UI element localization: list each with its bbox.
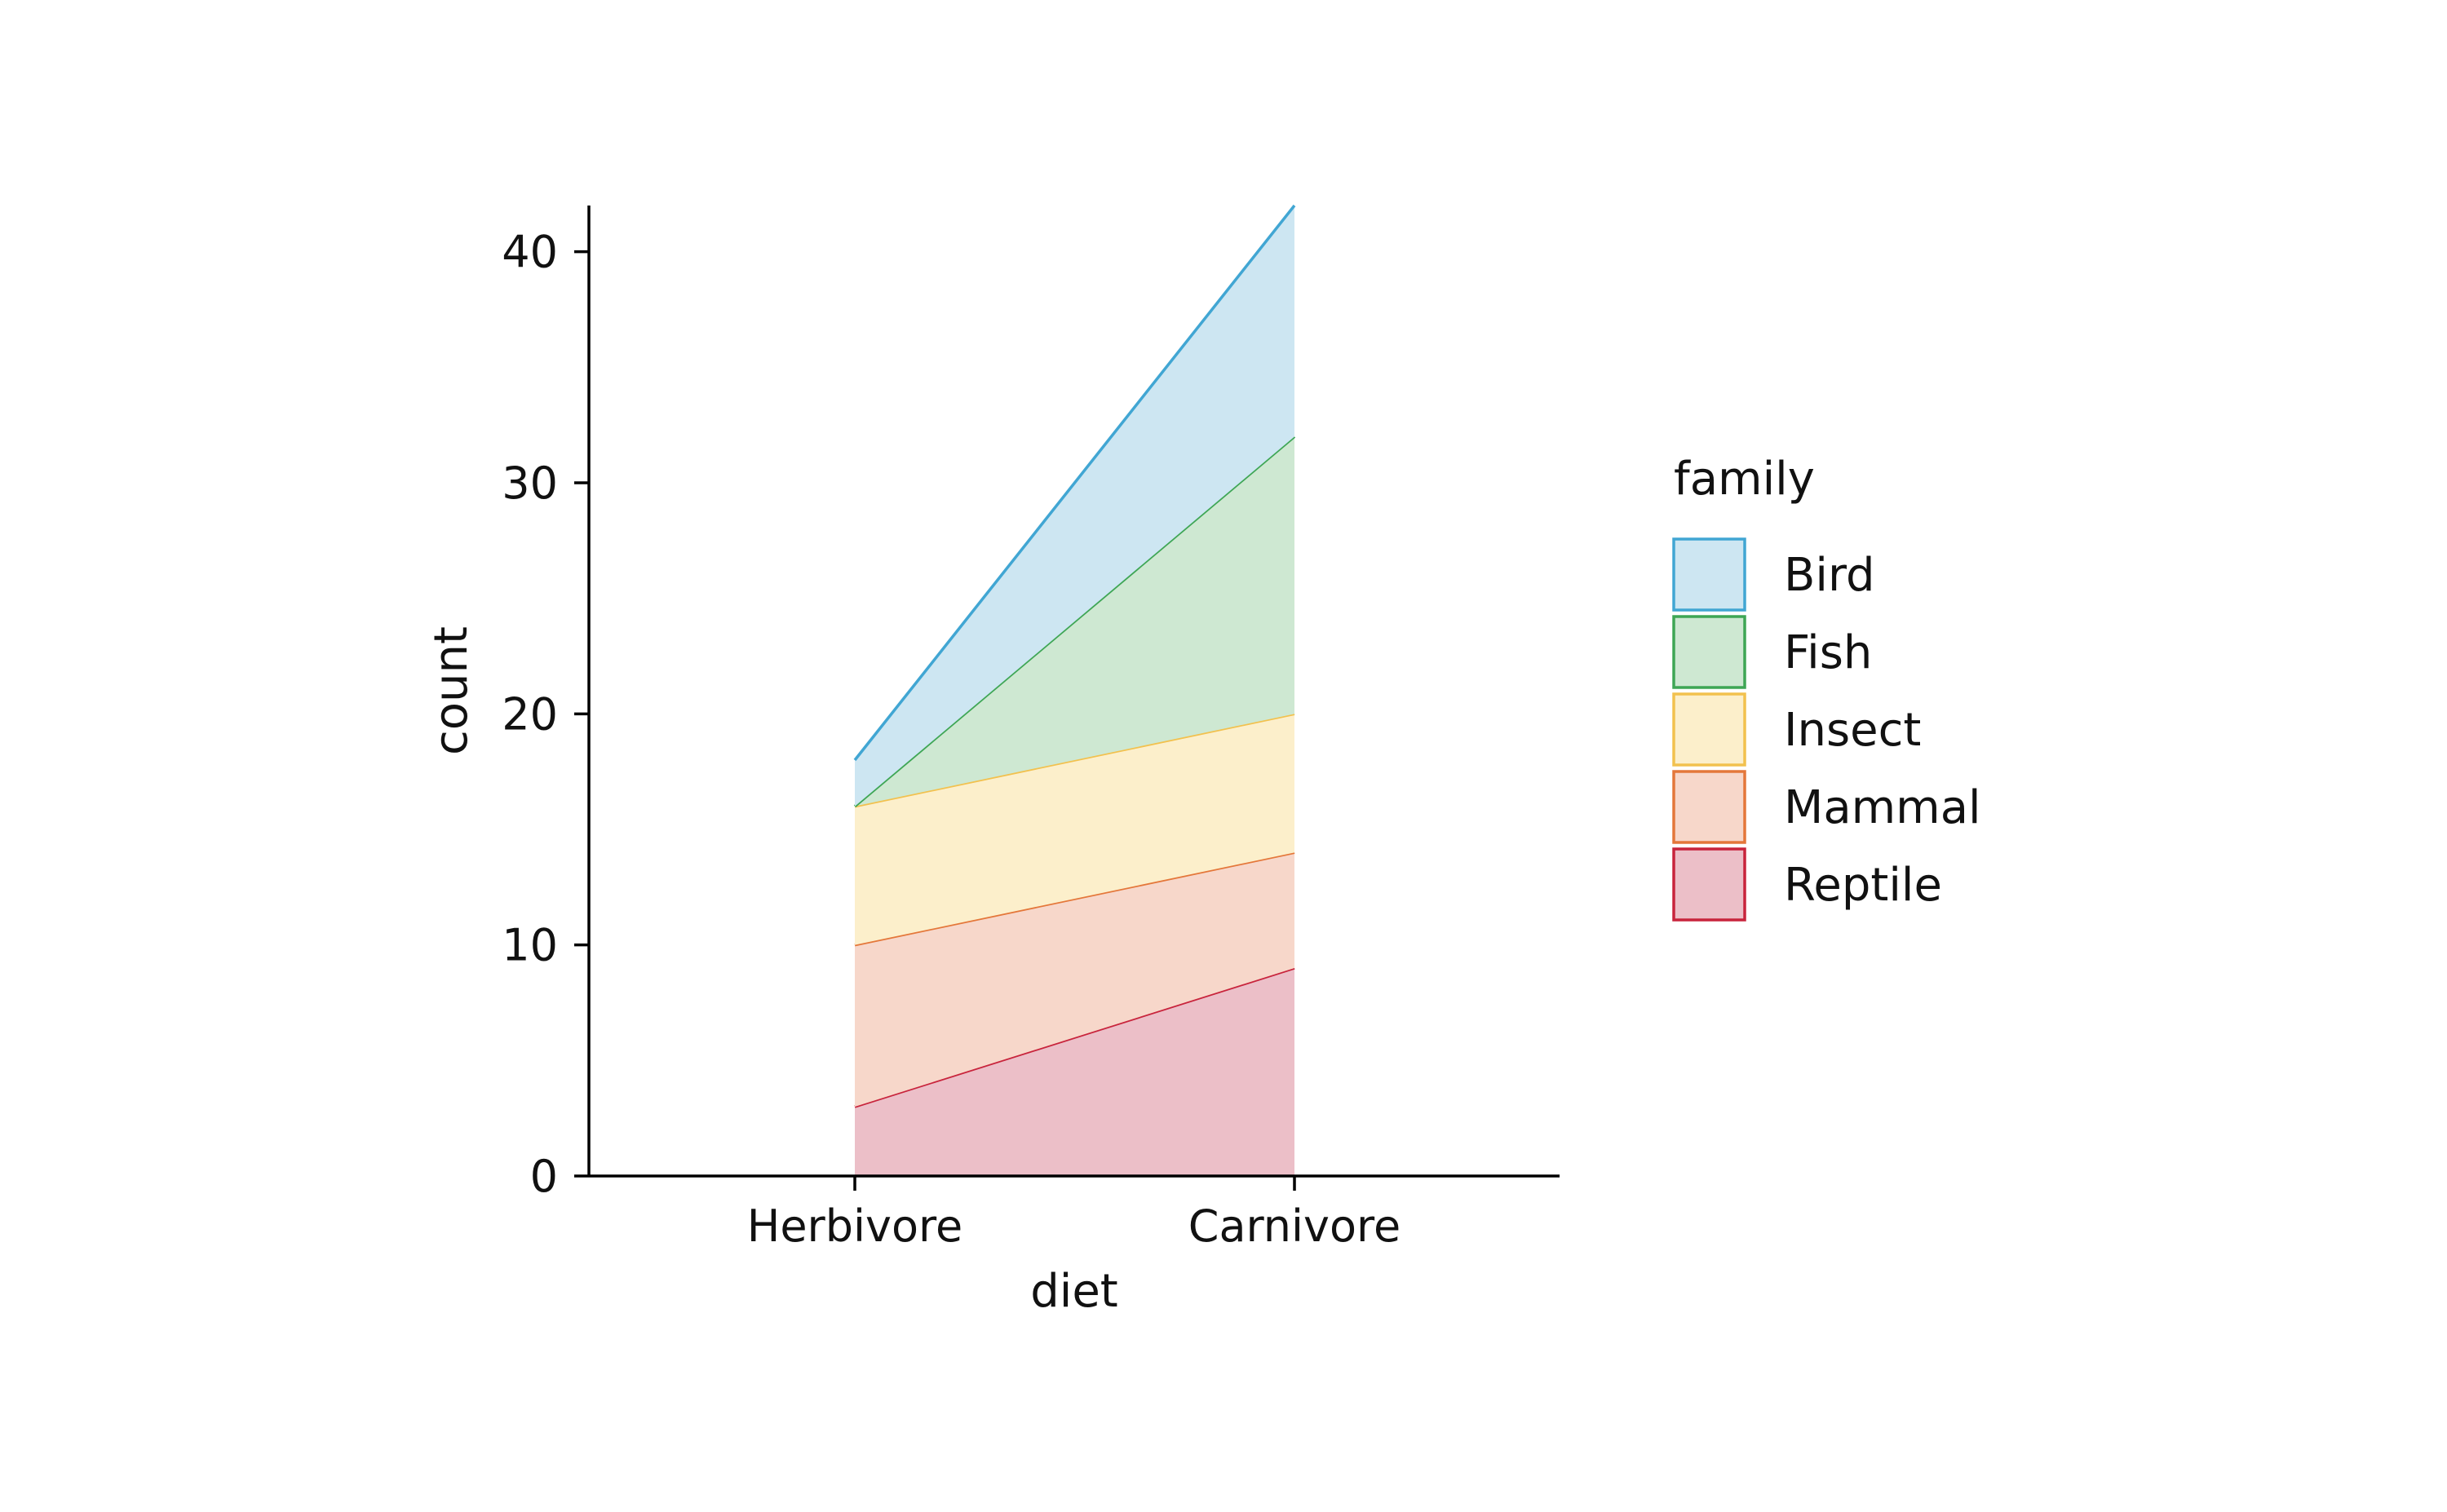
legend-swatch-bird bbox=[1672, 537, 1746, 612]
y-tick-label: 10 bbox=[502, 920, 558, 971]
legend-swatch-mammal bbox=[1672, 770, 1746, 844]
area-mammal bbox=[855, 852, 1294, 1107]
x-tick-label: Herbivore bbox=[747, 1200, 963, 1252]
x-axis-title: diet bbox=[1030, 1265, 1118, 1318]
area-insect bbox=[855, 714, 1294, 945]
legend-title: family bbox=[1674, 453, 1815, 506]
y-tick-label: 30 bbox=[502, 458, 558, 509]
area-bird bbox=[855, 206, 1294, 807]
legend-swatch-insect bbox=[1672, 692, 1746, 767]
x-ticks: Herbivore Carnivore bbox=[747, 1176, 1401, 1252]
plot-areas bbox=[853, 204, 1296, 1176]
line-bird bbox=[853, 204, 1296, 762]
axes: 0 10 20 30 40 Herbivore Carnivore diet count bbox=[425, 206, 1560, 1318]
legend-label-reptile: Reptile bbox=[1784, 859, 1942, 912]
legend-label-mammal: Mammal bbox=[1784, 781, 1981, 834]
area-reptile bbox=[855, 968, 1294, 1176]
legend-label-bird: Bird bbox=[1784, 549, 1875, 602]
x-tick-label: Carnivore bbox=[1188, 1200, 1401, 1252]
y-tick-label: 20 bbox=[502, 688, 558, 740]
legend-label-fish: Fish bbox=[1784, 626, 1872, 679]
y-tick-label: 40 bbox=[502, 227, 558, 278]
y-ticks: 0 10 20 30 40 bbox=[502, 227, 589, 1202]
legend: family Bird Fish Insect Mammal Reptile bbox=[1672, 453, 1981, 922]
y-axis-title: count bbox=[425, 626, 478, 755]
legend-swatch-reptile bbox=[1672, 847, 1746, 922]
legend-label-insect: Insect bbox=[1784, 704, 1921, 757]
legend-swatch-fish bbox=[1672, 615, 1746, 689]
y-tick-label: 0 bbox=[530, 1151, 558, 1202]
